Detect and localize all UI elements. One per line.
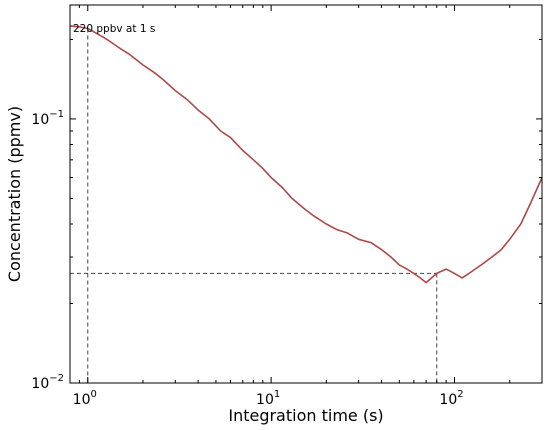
series-line — [69, 25, 543, 284]
x-axis-ticks: 100 101 102 — [69, 5, 543, 408]
y-tick-label: 10−2 — [31, 373, 64, 392]
plot-frame — [69, 4, 543, 384]
annotation-label: 220 ppbv at 1 s — [73, 23, 155, 35]
x-axis-label: Integration time (s) — [228, 406, 383, 425]
x-tick-label: 102 — [439, 389, 463, 408]
reference-lines — [70, 28, 438, 383]
x-tick-label: 100 — [73, 389, 97, 408]
plot-area — [69, 4, 543, 384]
x-tick-label: 101 — [256, 389, 280, 408]
y-axis-ticks: 10−2 10−1 — [31, 38, 542, 392]
y-tick-label: 10−1 — [31, 109, 64, 128]
y-axis-label: Concentration (ppmv) — [5, 106, 24, 282]
